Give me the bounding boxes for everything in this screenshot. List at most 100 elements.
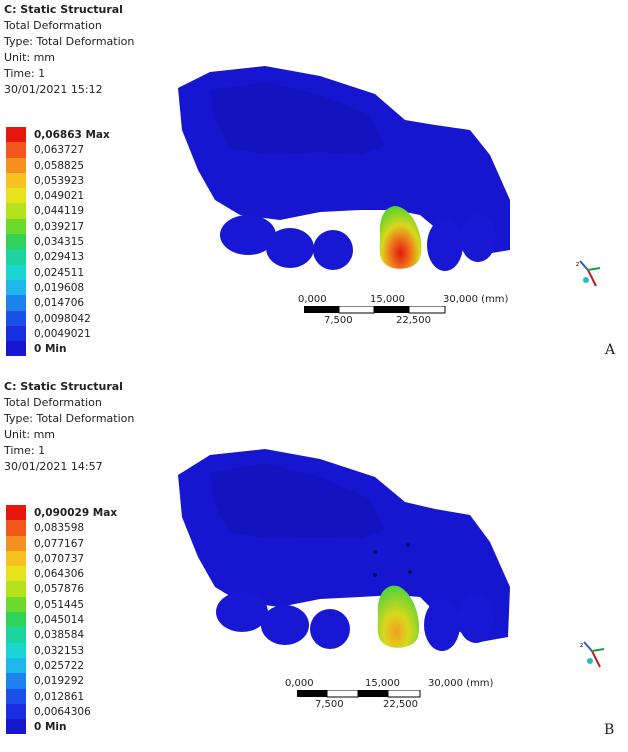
analysis-title: C: Static Structural [4, 380, 123, 393]
legend-swatch [6, 188, 26, 204]
result-header: C: Static Structural Total Deformation T… [4, 2, 134, 98]
legend-value: 0,049021 [34, 190, 85, 203]
scale-label-0: 0,000 [298, 294, 327, 305]
canine-deformed-tooth [379, 206, 422, 269]
legend-value: 0 Min [34, 721, 67, 734]
legend-value: 0,0064306 [34, 705, 91, 718]
legend-value: 0,057876 [34, 583, 85, 596]
legend-value: 0,051445 [34, 598, 85, 611]
legend-swatch [6, 325, 26, 342]
result-panel-a: C: Static Structural Total Deformation T… [0, 0, 628, 375]
scale-bar-graphic [297, 690, 421, 698]
legend-value: 0,014706 [34, 297, 85, 310]
legend-value: 0,045014 [34, 614, 85, 627]
result-type: Type: Total Deformation [4, 412, 135, 425]
scale-bar-graphic [304, 306, 446, 314]
legend-swatch [6, 581, 26, 597]
scale-label-15000: 15,000 [365, 678, 400, 689]
legend-value: 0,064306 [34, 568, 85, 581]
panel-label: A [605, 342, 616, 358]
legend-swatch [6, 203, 26, 219]
incisor-2 [460, 214, 496, 262]
legend-swatch [6, 505, 26, 521]
palate-shadow [210, 463, 385, 539]
legend-value: 0,038584 [34, 629, 85, 642]
legend-value: 0,0098042 [34, 312, 91, 325]
legend-swatch [6, 172, 26, 189]
legend-swatch [6, 157, 26, 173]
legend-swatch [6, 627, 26, 643]
result-panel-b: C: Static Structural Total Deformation T… [0, 377, 628, 752]
result-time: Time: 1 [4, 67, 46, 80]
incisor-1 [424, 599, 460, 651]
legend-value: 0,0049021 [34, 327, 91, 340]
scale-label-22500: 22,500 [383, 699, 418, 710]
incisor-1 [427, 219, 463, 271]
legend-value: 0,019292 [34, 675, 85, 688]
legend-value: 0,090029 Max [34, 507, 118, 519]
scale-label-0: 0,000 [285, 678, 314, 689]
legend-value: 0,032153 [34, 644, 85, 657]
legend-swatch [6, 310, 26, 326]
legend-swatch [6, 127, 26, 143]
premolar-1 [313, 230, 353, 270]
implant-hole [373, 573, 377, 577]
molar-1 [220, 215, 276, 255]
legend-swatch [6, 142, 26, 158]
result-name: Total Deformation [4, 396, 102, 409]
result-date: 30/01/2021 14:57 [4, 460, 103, 473]
legend-value: 0,058825 [34, 159, 85, 172]
svg-text:z: z [580, 642, 583, 649]
legend-value: 0 Min [34, 343, 67, 356]
legend-value: 0,083598 [34, 522, 85, 535]
scale-label-22500: 22,500 [396, 315, 431, 326]
legend-value: 0,034315 [34, 236, 85, 249]
panel-label: B [604, 722, 615, 738]
maxilla-model [178, 66, 510, 271]
result-type: Type: Total Deformation [4, 35, 135, 48]
legend-swatch [6, 642, 26, 658]
legend-swatch [6, 657, 26, 674]
scale-label-7500: 7,500 [315, 699, 344, 710]
result-unit: Unit: mm [4, 428, 56, 441]
result-time: Time: 1 [4, 444, 46, 457]
legend-swatch [6, 279, 26, 296]
implant-hole [373, 550, 377, 554]
legend-swatch [6, 688, 26, 704]
scale-label-15000: 15,000 [370, 294, 405, 305]
molar-2 [261, 605, 309, 645]
legend-value: 0,053923 [34, 174, 85, 187]
legend-value: 0,077167 [34, 537, 85, 550]
svg-text:z: z [576, 261, 579, 268]
axis-triad-icon: z [576, 260, 601, 287]
legend-swatch [6, 264, 26, 280]
result-header: C: Static Structural Total Deformation T… [4, 379, 134, 475]
legend-value: 0,039217 [34, 220, 85, 233]
scale-label-7500: 7,500 [324, 315, 353, 326]
legend-swatch [6, 550, 26, 567]
legend-swatch [6, 535, 26, 551]
premolar-1 [310, 609, 350, 649]
result-unit: Unit: mm [4, 51, 56, 64]
legend-swatch [6, 249, 26, 265]
result-date: 30/01/2021 15:12 [4, 83, 103, 96]
incisor-2 [458, 595, 494, 643]
result-name: Total Deformation [4, 19, 102, 32]
legend-value: 0,024511 [34, 266, 85, 279]
legend-swatch [6, 295, 26, 311]
legend-swatch [6, 218, 26, 235]
legend-swatch [6, 612, 26, 628]
scale-label-30000: 30,000 (mm) [428, 678, 494, 689]
legend-swatch [6, 341, 26, 357]
legend-value: 0,070737 [34, 552, 85, 565]
analysis-title: C: Static Structural [4, 3, 123, 16]
legend-swatch [6, 673, 26, 689]
axis-triad-icon: z [580, 641, 605, 668]
legend-value: 0,019608 [34, 281, 85, 294]
palate-shadow [210, 82, 385, 155]
legend-value: 0,06863 Max [34, 129, 110, 141]
maxilla-model [178, 449, 510, 651]
legend-swatch [6, 596, 26, 613]
implant-hole [408, 570, 412, 574]
canine-deformed-tooth [377, 585, 420, 648]
